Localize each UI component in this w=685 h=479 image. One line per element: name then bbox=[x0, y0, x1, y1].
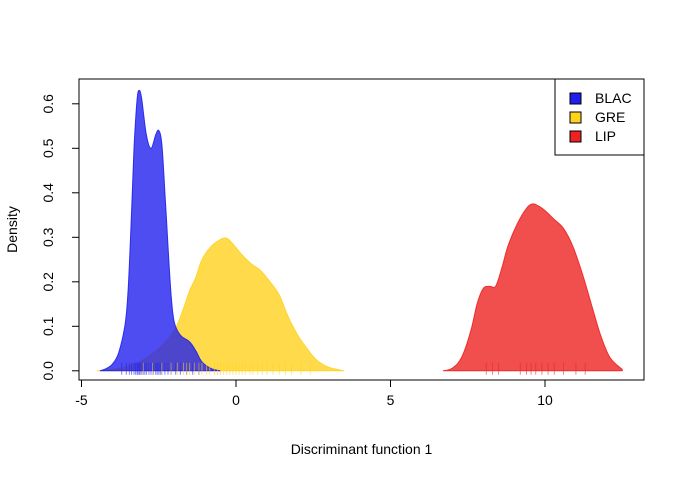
legend-label-blac: BLAC bbox=[595, 90, 632, 106]
legend: BLAC GRE LIP bbox=[554, 78, 645, 156]
density-areas bbox=[96, 89, 623, 372]
y-tick-label: 0.4 bbox=[40, 183, 56, 203]
y-tick-label: 0.0 bbox=[40, 361, 56, 381]
density-area-lip bbox=[442, 203, 623, 372]
rug-marks bbox=[121, 362, 586, 375]
y-axis: 0.0 0.1 0.2 0.3 0.4 0.5 0.6 bbox=[40, 94, 80, 381]
density-area-blac bbox=[99, 89, 221, 372]
y-tick-label: 0.2 bbox=[40, 272, 56, 292]
y-tick-label: 0.3 bbox=[40, 227, 56, 247]
y-axis-label: Density bbox=[4, 206, 20, 253]
x-tick-label: -5 bbox=[75, 392, 88, 408]
x-tick-label: 0 bbox=[232, 392, 240, 408]
legend-swatch-lip bbox=[569, 130, 582, 143]
y-tick-label: 0.1 bbox=[40, 316, 56, 336]
x-tick-label: 10 bbox=[537, 392, 553, 408]
legend-label-lip: LIP bbox=[595, 128, 616, 144]
legend-swatch-gre bbox=[569, 111, 582, 124]
legend-swatch-blac bbox=[569, 92, 582, 105]
x-axis: -5 0 5 10 bbox=[75, 379, 553, 408]
x-tick-label: 5 bbox=[387, 392, 395, 408]
x-axis-label: Discriminant function 1 bbox=[291, 441, 433, 457]
y-tick-label: 0.6 bbox=[40, 94, 56, 114]
legend-label-gre: GRE bbox=[595, 109, 625, 125]
y-tick-label: 0.5 bbox=[40, 138, 56, 158]
